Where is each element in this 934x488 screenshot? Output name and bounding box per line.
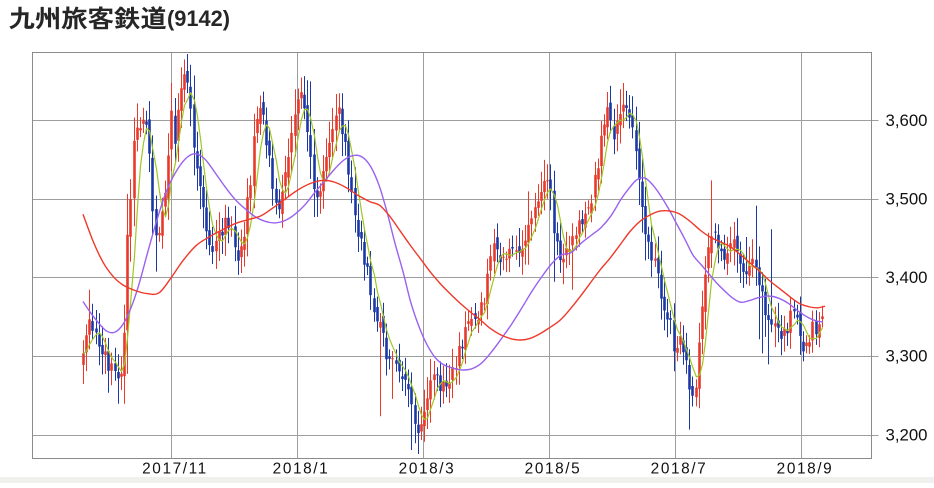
- svg-text:3,500: 3,500: [886, 190, 928, 209]
- svg-text:3,400: 3,400: [886, 268, 928, 287]
- svg-text:3,200: 3,200: [886, 425, 928, 444]
- svg-text:3,300: 3,300: [886, 347, 928, 366]
- svg-text:2018/1: 2018/1: [273, 461, 330, 478]
- svg-text:2018/3: 2018/3: [399, 461, 456, 478]
- svg-text:(9142): (9142): [167, 6, 230, 31]
- svg-text:2018/5: 2018/5: [525, 461, 582, 478]
- svg-text:2018/9: 2018/9: [777, 461, 834, 478]
- svg-text:2018/7: 2018/7: [651, 461, 708, 478]
- svg-text:3,600: 3,600: [886, 111, 928, 130]
- svg-text:2017/11: 2017/11: [142, 461, 208, 478]
